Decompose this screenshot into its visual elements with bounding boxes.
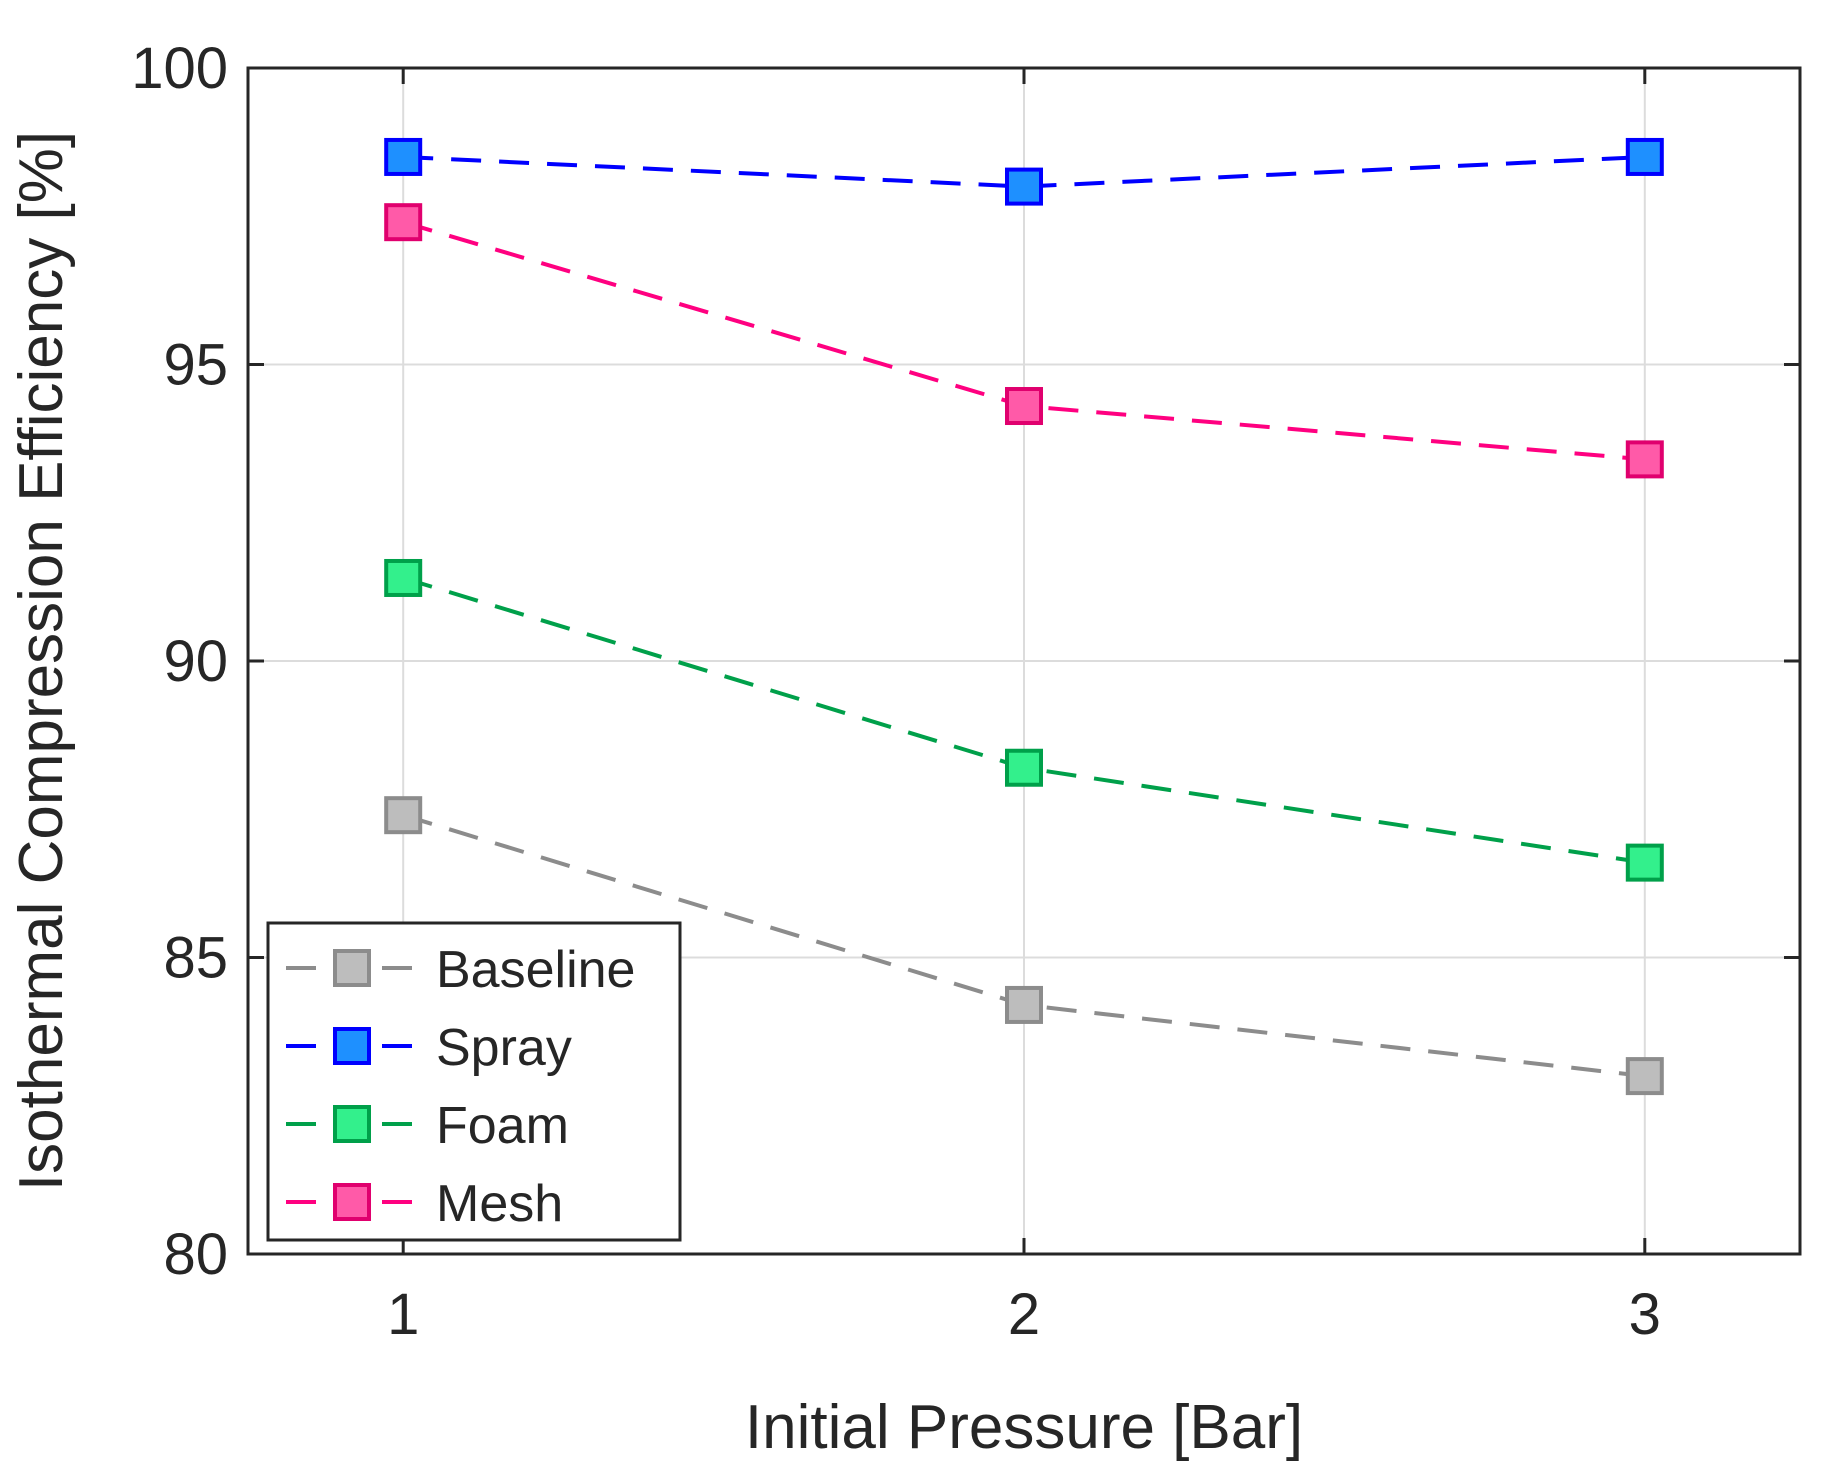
data-point-baseline (1625, 1057, 1664, 1096)
legend-item-baseline: Baseline (286, 941, 635, 999)
data-point-baseline (384, 796, 423, 835)
y-tick-label: 85 (163, 926, 228, 991)
series-mesh (384, 203, 1664, 479)
legend-marker-baseline (333, 949, 371, 987)
data-point-spray (1005, 167, 1043, 206)
series-spray (384, 137, 1664, 206)
legend-marker-foam (333, 1105, 371, 1143)
y-axis-title: Isothermal Compression Efficiency [%] (7, 131, 76, 1191)
legend-item-mesh: Mesh (286, 1175, 563, 1233)
x-tick-label: 2 (1008, 1282, 1040, 1347)
y-tick-label: 95 (163, 333, 228, 398)
data-point-mesh (384, 203, 423, 242)
legend-item-foam: Foam (286, 1097, 569, 1155)
legend-label-mesh: Mesh (436, 1175, 563, 1233)
data-point-foam (384, 558, 423, 597)
data-point-foam (1625, 843, 1664, 882)
legend-marker-mesh (333, 1183, 371, 1221)
data-point-spray (1625, 137, 1664, 176)
y-tick-label: 80 (163, 1222, 228, 1287)
series-baseline (384, 796, 1664, 1096)
data-point-mesh (1625, 440, 1664, 479)
legend-label-baseline: Baseline (436, 941, 635, 999)
x-tick-label: 3 (1629, 1282, 1661, 1347)
x-axis-title: Initial Pressure [Bar] (745, 1393, 1303, 1462)
y-tick-label: 100 (131, 36, 228, 101)
legend-marker-spray (333, 1027, 371, 1065)
legend: Baseline Spray Foam Mesh (266, 921, 682, 1242)
data-point-baseline (1005, 985, 1043, 1024)
legend-item-spray: Spray (286, 1019, 572, 1077)
x-tick-label: 1 (387, 1282, 419, 1347)
data-point-spray (384, 137, 423, 176)
series-line-spray (403, 154, 1645, 189)
legend-label-spray: Spray (436, 1019, 572, 1077)
series-foam (384, 558, 1664, 882)
axis-ticks: 1 2 3 80 85 90 95 100 (131, 36, 1800, 1347)
data-point-foam (1005, 748, 1043, 787)
legend-label-foam: Foam (436, 1097, 569, 1155)
series-group (384, 137, 1664, 1096)
data-point-mesh (1005, 387, 1043, 426)
y-tick-label: 90 (163, 629, 228, 694)
